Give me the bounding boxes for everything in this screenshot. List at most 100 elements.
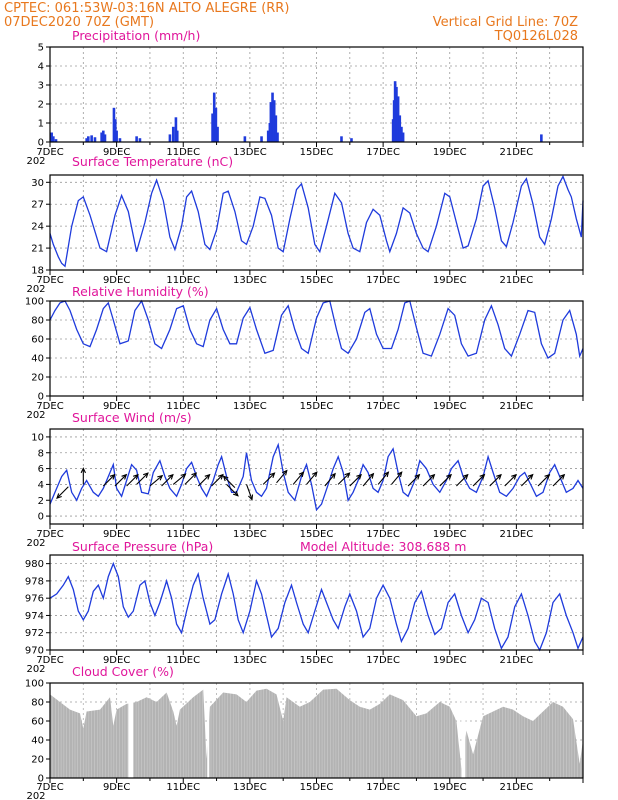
wind-arrow-shaft	[292, 471, 304, 485]
station-info-text: CPTEC: 061:53W-03:16N ALTO ALEGRE (RR)	[4, 1, 289, 16]
temp-xtick-label: 13DEC	[233, 275, 267, 286]
wind-arrow-shaft	[149, 475, 163, 487]
wind-arrow-head	[383, 471, 390, 478]
wind-arrow-head	[356, 473, 362, 480]
temp-title: Surface Temperature (nC)	[72, 154, 233, 169]
cloud-xtick-label: 15DEC	[300, 782, 334, 793]
precip-ytick-label: 5	[38, 43, 44, 54]
cloud-gap	[461, 683, 466, 778]
wind-xtick-label: 21DEC	[500, 529, 534, 540]
wind-arrow-shaft	[377, 471, 389, 485]
precip-bar	[168, 134, 172, 142]
precip-bar	[212, 92, 216, 142]
wind-arrow-head	[496, 473, 502, 480]
wind-arrow-head	[527, 473, 534, 480]
precip-bar	[90, 135, 93, 142]
wind-xtick-label: 17DEC	[366, 529, 400, 540]
wind-ytick-label: 6	[38, 464, 44, 475]
pressure-ytick-label: 980	[25, 559, 44, 570]
temp-series-line	[49, 174, 584, 268]
wind-arrow-head	[218, 473, 224, 480]
wind-arrow-head	[56, 493, 62, 499]
wind-ytick-label: 2	[38, 496, 44, 507]
wind-ytick-label: 4	[38, 480, 44, 491]
pressure-ytick-label: 978	[25, 576, 44, 587]
wind-arrow-head	[330, 472, 336, 479]
wind-arrow-head	[157, 474, 164, 481]
wind-arrow-head	[222, 475, 229, 482]
wind-xtick-label: 7DEC	[36, 529, 63, 540]
pressure-xtick-label: 7DEC	[36, 655, 63, 666]
pressure-title: Surface Pressure (hPa)	[72, 539, 213, 554]
wind-arrow-shaft	[211, 474, 224, 487]
cloud-ytick-label: 100	[25, 679, 44, 690]
rh-xtick-label: 7DEC	[36, 401, 63, 412]
model-altitude-text: Model Altitude: 308.688 m	[300, 539, 466, 554]
rh-ytick-label: 0	[38, 392, 44, 403]
wind-arrow-head	[269, 472, 276, 478]
cloud-xtick-label: 9DEC	[103, 782, 130, 793]
wind-arrow-shaft	[391, 471, 403, 485]
wind-arrow-shaft	[126, 474, 139, 487]
precip-bar	[171, 126, 175, 142]
precip-xtick-label: 7DEC	[36, 147, 63, 158]
wind-arrow-shaft	[262, 472, 275, 485]
precip-ytick-label: 0	[38, 138, 44, 149]
temp-xtick-label: 7DEC	[36, 275, 63, 286]
wind-ytick-label: 0	[38, 512, 44, 523]
precip-bar	[276, 132, 279, 142]
cloud-xtick-label: 21DEC	[500, 782, 534, 793]
temp-ytick-label: 21	[31, 244, 44, 255]
temp-xtick-label: 11DEC	[166, 275, 200, 286]
run-date-text: 07DEC2020 70Z (GMT)	[4, 15, 154, 30]
pressure-xtick-label: 11DEC	[166, 655, 200, 666]
pressure-xtick-label: 9DEC	[103, 655, 130, 666]
precip-bar	[85, 138, 88, 142]
pressure-series-line	[49, 561, 584, 652]
wind-arrow-head	[80, 467, 86, 474]
cloud-ytick-label: 0	[38, 774, 44, 785]
wind-arrow-head	[180, 473, 187, 479]
precip-year-fragment: 202	[26, 156, 45, 167]
temp-xtick-label: 9DEC	[103, 275, 130, 286]
wind-arrow-shaft	[223, 475, 236, 488]
cloud-xtick-label: 13DEC	[233, 782, 267, 793]
wind-arrow-head	[368, 472, 375, 479]
wind-arrow-head	[248, 494, 254, 501]
wind-arrow-head	[559, 473, 566, 480]
wind-xtick-label: 15DEC	[300, 529, 334, 540]
temp-xtick-label: 15DEC	[300, 275, 334, 286]
precip-bar	[540, 134, 543, 142]
wind-frame	[49, 428, 584, 525]
wind-arrow-shaft	[349, 474, 362, 487]
precip-bar	[93, 137, 97, 142]
precip-bar	[340, 136, 343, 142]
wind-arrow-shaft	[172, 473, 186, 485]
wind-arrow-head	[396, 471, 403, 478]
wind-arrow-shaft	[439, 474, 452, 487]
rh-panel: Relative Humidity (%) 0 20 40 60 80 100 7DEC 9DE…	[25, 284, 584, 421]
precip-bar	[102, 130, 105, 142]
wind-xtick-label: 9DEC	[103, 529, 130, 540]
precip-bar	[350, 138, 353, 142]
rh-xtick-label: 13DEC	[233, 401, 267, 412]
temp-ytick-label: 27	[31, 200, 44, 211]
model-code-text: TQ0126L028	[494, 29, 578, 44]
precip-bar	[118, 138, 122, 142]
wind-arrow-head	[143, 472, 149, 478]
precip-bar	[87, 136, 90, 142]
wind-arrow-head	[511, 473, 517, 480]
wind-arrow-shaft	[102, 474, 116, 487]
rh-year-fragment: 202	[26, 410, 45, 421]
wind-arrow-head	[311, 471, 318, 478]
pressure-frame	[49, 554, 584, 651]
wind-xtick-label: 13DEC	[233, 529, 267, 540]
pressure-xtick-label: 21DEC	[500, 655, 534, 666]
wind-arrow-head	[544, 473, 551, 480]
rh-xtick-label: 9DEC	[103, 401, 130, 412]
cloud-gap	[207, 683, 210, 778]
precip-xtick-label: 17DEC	[366, 147, 400, 158]
wind-arrow-shaft	[537, 474, 550, 487]
rh-xtick-label: 17DEC	[366, 401, 400, 412]
rh-ytick-label: 40	[31, 354, 44, 365]
